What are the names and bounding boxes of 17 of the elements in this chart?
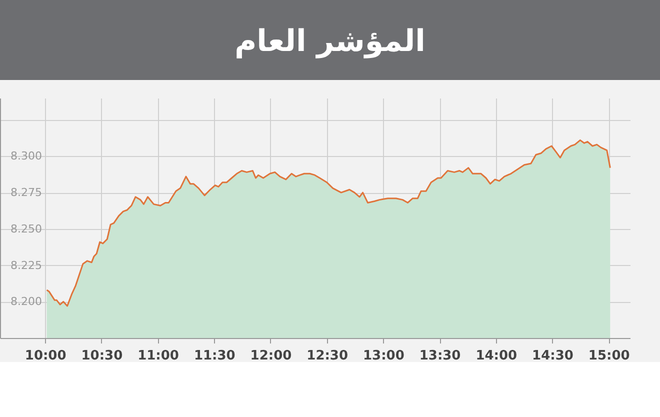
y-tick-label: 8.275 (10, 186, 42, 200)
x-tick-label: 14:00 (476, 348, 518, 364)
x-tick-label: 11:30 (194, 348, 236, 364)
x-tick-label: 12:30 (306, 348, 348, 364)
chart-title: المؤشر العام (234, 24, 426, 59)
x-tick-label: 12:00 (250, 348, 292, 364)
x-tick-label: 14:30 (532, 348, 574, 364)
y-tick-label: 8.300 (10, 150, 42, 163)
x-tick-label: 13:30 (419, 348, 461, 364)
x-tick-label: 10:00 (24, 348, 66, 364)
y-tick-label: 8.250 (10, 222, 42, 236)
x-tick-label: 11:00 (138, 348, 179, 364)
y-tick-label: 8.200 (10, 295, 42, 308)
x-tick-label: 10:30 (81, 348, 123, 364)
y-tick-label: 8.225 (10, 258, 42, 272)
x-tick-label: 13:00 (362, 348, 404, 364)
x-tick-label: 15:00 (588, 348, 630, 364)
